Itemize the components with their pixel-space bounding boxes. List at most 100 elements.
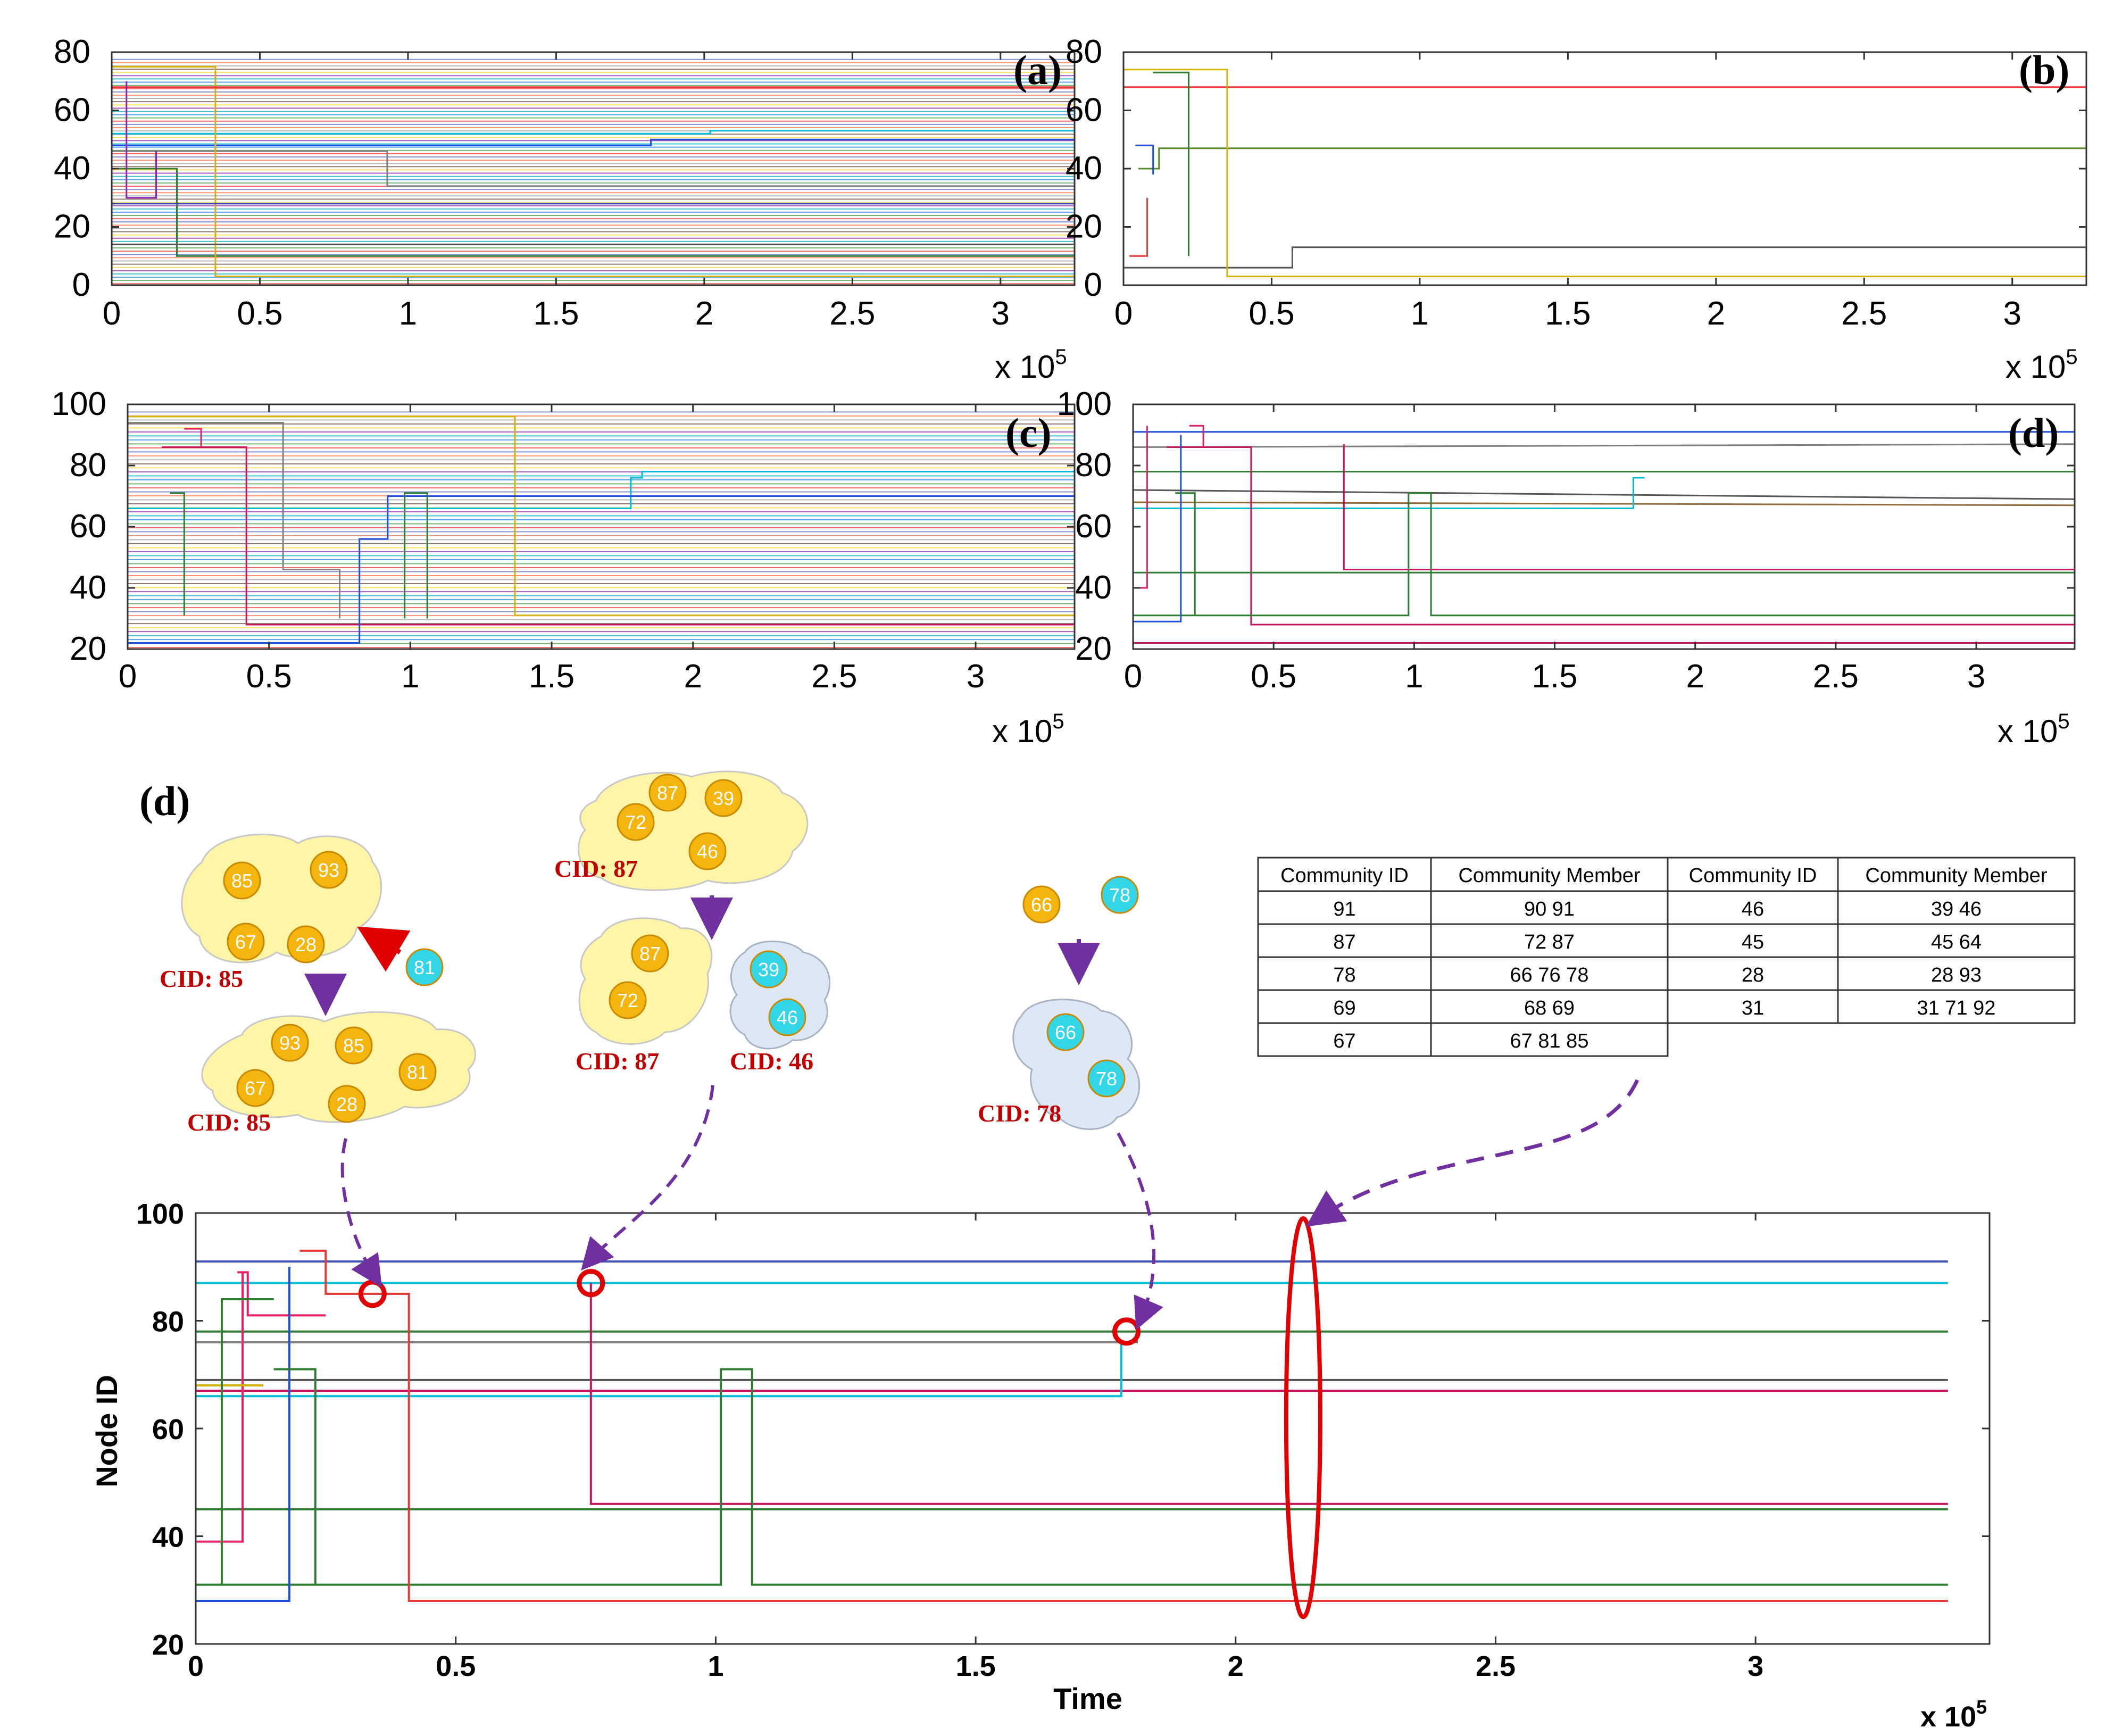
panel-a-plot (111, 51, 1075, 286)
community-node-label: 39 (713, 787, 734, 809)
series-line (1133, 489, 2075, 500)
series-line (273, 1368, 317, 1585)
y-tick-label: 80 (70, 447, 106, 484)
panel-b-frame (1122, 51, 2087, 286)
panel-c-x-multiplier: x 105 (992, 710, 1064, 749)
cid-label: CID: 87 (576, 1048, 659, 1075)
panel-c-plot (127, 403, 1075, 650)
community-node-label: 93 (279, 1032, 301, 1054)
table-header-cell (1430, 857, 1669, 892)
community-node (398, 1053, 437, 1091)
community-node (271, 1024, 309, 1062)
table-cell-text: 67 81 85 (1510, 1030, 1589, 1052)
panel-d-x-multiplier: x 105 (1998, 710, 2070, 749)
highlight-ellipse (1284, 1216, 1322, 1619)
community-node-label: 85 (343, 1035, 364, 1057)
y-tick-label: 80 (152, 1306, 184, 1338)
merge-event-marker (1112, 1317, 1141, 1346)
panel-b-plot (1122, 51, 2086, 286)
x-tick-label: 3 (967, 658, 985, 695)
panel-a-chart: (a) x 105 0 0.5 1 1.5 2 2.5 3 0 20 40 60 80 (54, 34, 1076, 385)
x-tick-label: 3 (1967, 658, 1985, 695)
community-table: Community ID Community Member Community ID… (1257, 857, 2076, 1057)
dashed-arrow (340, 1138, 382, 1288)
x-tick-label: 1.5 (533, 295, 579, 332)
table-header-cell (1837, 857, 2076, 892)
table-cell (1667, 989, 1839, 1024)
cloud-cid85-before (181, 833, 382, 963)
series-line (196, 1368, 1948, 1586)
x-tick-label: 1 (401, 658, 419, 695)
y-tick-label: 40 (1075, 569, 1112, 606)
table-cell-text: 72 87 (1524, 931, 1575, 953)
series-line (299, 1249, 1948, 1602)
panel-d-plot (1132, 403, 2075, 650)
series-line (170, 492, 185, 616)
community-node-label: 72 (625, 811, 646, 833)
series-line (1343, 444, 2075, 570)
community-node-label: 46 (697, 841, 718, 862)
table-cell (1430, 890, 1669, 925)
panel-a-x-multiplier: x 105 (995, 345, 1067, 385)
x-tick-label: 0 (103, 295, 121, 332)
series-line (112, 65, 1075, 278)
x-tick-label: 0 (1114, 295, 1133, 332)
x-tick-label: 3 (992, 295, 1010, 332)
series-line (1133, 501, 2075, 506)
y-tick-label: 0 (72, 267, 90, 303)
cid-label: CID: 46 (730, 1048, 813, 1075)
series-line (1123, 246, 2086, 269)
table-cell (1257, 1022, 1432, 1057)
panel-c-chart: (c) x 105 0 0.5 1 1.5 2 2.5 3 20 40 60 80 100 (52, 386, 1076, 749)
x-tick-label: 1 (1405, 658, 1423, 695)
x-tick-label: 2.5 (1841, 295, 1887, 332)
community-node-label: 93 (318, 859, 339, 881)
table-cell-text: 69 (1333, 997, 1355, 1019)
community-node (328, 1085, 366, 1123)
y-tick-label: 20 (1066, 209, 1102, 245)
x-tick-label: 3 (1747, 1650, 1763, 1682)
community-node (310, 851, 348, 889)
community-node (227, 923, 265, 961)
incoming-node-label: 81 (414, 957, 435, 978)
table-cell-text: 68 69 (1524, 997, 1575, 1019)
series-line (128, 471, 1075, 509)
y-tick-label: 100 (136, 1198, 184, 1230)
series-line (1133, 492, 2075, 617)
x-tick-label: 0 (119, 658, 137, 695)
community-node-label: 85 (231, 870, 253, 892)
series-line (1133, 443, 2075, 448)
x-tick-label: 0.5 (1251, 658, 1296, 695)
table-cell-text: 90 91 (1524, 898, 1575, 920)
x-tick-label: 2 (1707, 295, 1725, 332)
series-line (1135, 144, 1154, 175)
x-tick-label: 1.5 (956, 1650, 996, 1682)
community-node-label: 28 (295, 934, 317, 956)
community-node-label: 78 (1096, 1068, 1117, 1090)
community-node (287, 925, 325, 963)
table-cell (1257, 956, 1432, 991)
panel-c-frame (127, 403, 1076, 650)
community-node (750, 950, 788, 989)
y-tick-label: 80 (1066, 34, 1102, 70)
table-cell-text: 31 (1742, 997, 1764, 1019)
series-line (1175, 492, 1196, 616)
table-cell-text: 87 (1333, 931, 1355, 953)
table-cell-text: 46 (1742, 898, 1764, 920)
series-line (1133, 426, 1148, 589)
cid-label: CID: 85 (160, 965, 243, 992)
community-node (223, 861, 261, 900)
series-line (128, 495, 1075, 644)
community-node (335, 1026, 373, 1065)
community-node-label: 67 (235, 931, 256, 953)
table-header-text: Community ID (1689, 865, 1817, 887)
table-cell-text: 45 (1742, 931, 1764, 953)
y-tick-label: 40 (152, 1522, 184, 1554)
x-tick-label: 1 (708, 1650, 723, 1682)
y-tick-label: 20 (152, 1629, 184, 1661)
dashed-arrow (1305, 1079, 1639, 1227)
community-node (688, 832, 727, 870)
cloud-cid87-after (578, 917, 713, 1045)
x-tick-label: 0.5 (237, 295, 282, 332)
